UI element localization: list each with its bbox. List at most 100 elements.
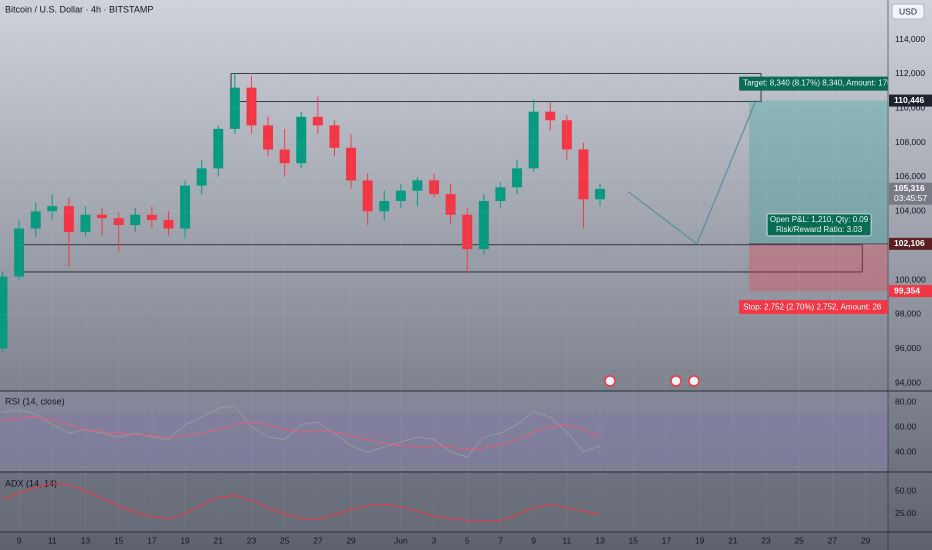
countdown: 03:45:57: [894, 193, 927, 203]
price-tag: [889, 285, 932, 298]
candle-body: [263, 125, 274, 150]
x-tick-label: 21: [728, 535, 738, 545]
price-tag-label: 102,106: [894, 238, 925, 248]
x-tick-label: 15: [628, 535, 638, 545]
candle-body: [312, 116, 323, 126]
candle-body: [528, 111, 539, 169]
pnl-label: Open P&L: 1,210, Qty: 0.09: [770, 215, 869, 224]
position-label-bg: [739, 76, 888, 91]
candle-body: [80, 214, 91, 232]
x-tick-label: 25: [280, 535, 290, 545]
price-tag: [889, 182, 932, 205]
price-tag: [889, 94, 932, 107]
candle-body: [47, 206, 58, 212]
y-tick-label: 40.00: [895, 446, 917, 456]
x-tick-label: 27: [313, 535, 323, 545]
x-tick-label: 5: [465, 535, 470, 545]
candle-body: [412, 180, 423, 191]
x-tick-label: 21: [214, 535, 224, 545]
x-tick-label: 7: [498, 535, 503, 545]
candle-body: [246, 87, 257, 126]
indicator-line: [2, 405, 601, 458]
candle-body: [346, 147, 357, 181]
candle-body: [97, 214, 108, 219]
position-label-bg: [739, 300, 888, 315]
y-tick-label: 96,000: [895, 343, 921, 353]
event-flag[interactable]: [688, 375, 700, 387]
candle-body: [180, 185, 191, 229]
x-tick-label: 29: [346, 535, 356, 545]
x-tick-label: 13: [595, 535, 605, 545]
event-flag[interactable]: [604, 375, 616, 387]
event-flags: [604, 375, 700, 387]
candle-body: [146, 214, 157, 220]
x-tick-label: 19: [180, 535, 190, 545]
x-tick-label: 19: [695, 535, 705, 545]
adx-pane: [0, 473, 888, 532]
x-tick-label: 11: [48, 535, 57, 545]
candle-body: [229, 87, 240, 129]
candle-body: [545, 111, 556, 121]
chart-title: Bitcoin / U.S. Dollar · 4h · BITSTAMP: [5, 4, 153, 14]
candle-body: [63, 206, 74, 232]
candle-body: [213, 128, 224, 169]
ratio-label: Risk/Reward Ratio: 3.03: [776, 225, 863, 234]
x-tick-label: 29: [861, 535, 871, 545]
candle-body: [561, 120, 572, 150]
candle-body: [113, 218, 124, 226]
rsi-pane: [0, 391, 888, 471]
price-tag-label: 105,316: [894, 183, 925, 193]
currency-button[interactable]: [891, 3, 925, 20]
candle-body: [0, 276, 8, 349]
y-tick-label: 110,000: [895, 102, 925, 112]
candle-body: [578, 149, 589, 200]
currency-label[interactable]: USD: [899, 6, 917, 16]
x-tick-label: 23: [247, 535, 257, 545]
position-label: Stop: 2,752 (2.70%) 2,752, Amount: 26: [743, 302, 882, 311]
y-tick-label: 25.00: [895, 508, 917, 518]
candle-body: [512, 168, 523, 188]
y-tick-label: 80.00: [895, 396, 917, 406]
price-tag-label: 110,446: [894, 95, 925, 105]
candle-body: [362, 180, 373, 212]
y-tick-label: 106,000: [895, 171, 926, 181]
x-tick-label: 9: [531, 535, 536, 545]
y-tick-label: 112,000: [895, 68, 925, 78]
y-tick-label: 104,000: [895, 206, 926, 216]
position-label: Target: 8,340 (8.17%) 8,340, Amount: 175: [743, 79, 892, 88]
candle-body: [163, 219, 174, 229]
rsi-title: RSI (14, close): [5, 396, 65, 406]
candle-body: [495, 187, 506, 202]
candle-body: [329, 125, 340, 148]
x-tick-label: 9: [17, 535, 22, 545]
candle-body: [379, 201, 390, 212]
candle-body: [478, 201, 489, 250]
candle-body: [462, 214, 473, 250]
indicator-line: [2, 416, 601, 451]
y-tick-label: 100,000: [895, 274, 926, 284]
candle-body: [395, 190, 406, 202]
x-tick-label: 27: [828, 535, 838, 545]
x-tick-label: 17: [662, 535, 672, 545]
adx-title: ADX (14, 14): [5, 478, 57, 488]
price-tag: [889, 237, 932, 250]
candle-body: [30, 211, 41, 229]
event-flag[interactable]: [670, 375, 682, 387]
x-tick-label: 23: [761, 535, 771, 545]
x-tick-label: 17: [147, 535, 157, 545]
indicator-line: [2, 483, 601, 522]
main-pane: Target: 8,340 (8.17%) 8,340, Amount: 175…: [0, 73, 892, 353]
loss-zone: [749, 243, 888, 292]
x-tick-label: Jun: [394, 535, 408, 545]
x-tick-label: 13: [81, 535, 91, 545]
pnl-box: [766, 213, 872, 237]
candle-body: [296, 116, 307, 164]
y-tick-label: 114,000: [895, 34, 925, 44]
candle-body: [196, 168, 207, 186]
candle-body: [14, 228, 25, 277]
projection-line: [627, 102, 756, 245]
x-tick-label: 15: [114, 535, 124, 545]
y-tick-label: 50.00: [895, 485, 917, 495]
y-tick-label: 60.00: [895, 421, 917, 431]
